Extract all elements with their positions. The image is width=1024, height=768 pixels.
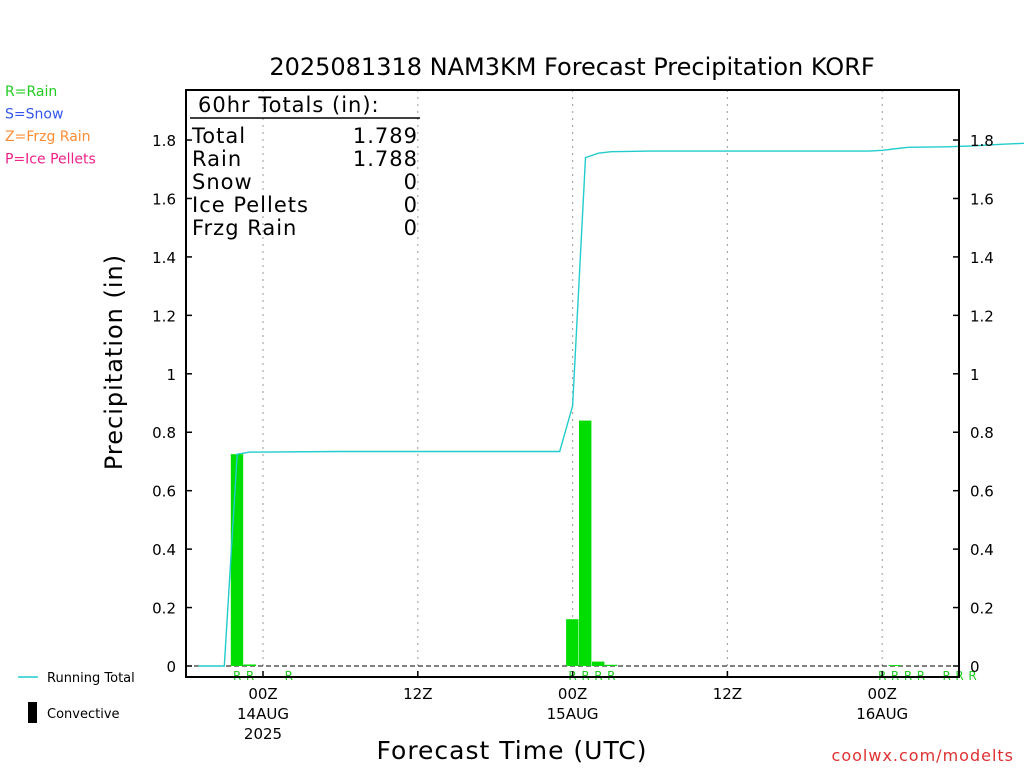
ptype-legend: R=Rain S=Snow Z=Frzg Rain P=Ice Pellets xyxy=(5,84,96,168)
totals-row-label: Snow xyxy=(192,170,253,194)
precip-bar xyxy=(243,664,257,666)
x-tick-date: 15AUG xyxy=(547,705,599,723)
y-tick-label-right: 0.2 xyxy=(970,600,994,618)
y-axis-ticks: 0 00.2 0.20.4 0.40.6 0.60.8 0.81 11.2 1.21.4 1.4… xyxy=(152,132,994,676)
y-tick-label-right: 0.8 xyxy=(970,424,994,442)
totals-row-value: 0 xyxy=(404,193,418,217)
y-tick-label-right: 0 xyxy=(970,658,980,676)
y-tick-label-right: 1.6 xyxy=(970,190,994,208)
y-tick-label-left: 0.8 xyxy=(152,424,176,442)
y-tick-label-left: 0 xyxy=(166,658,176,676)
convective-legend-label: Convective xyxy=(47,707,120,722)
precip-bar xyxy=(592,661,605,666)
x-tick-label: 12Z xyxy=(403,685,432,703)
y-tick-label-left: 1.2 xyxy=(152,307,176,325)
totals-row-label: Total xyxy=(191,124,246,148)
totals-row-label: Ice Pellets xyxy=(192,193,309,217)
ptype-legend-item: Z=Frzg Rain xyxy=(5,129,91,145)
chart-title: 2025081318 NAM3KM Forecast Precipitation… xyxy=(269,53,874,81)
ptype-legend-item: P=Ice Pellets xyxy=(5,152,96,168)
totals-header: 60hr Totals (in): xyxy=(198,93,380,117)
y-tick-label-left: 0.4 xyxy=(152,541,176,559)
precip-bar xyxy=(230,454,244,666)
convective-swatch xyxy=(28,702,37,723)
precip-bar xyxy=(888,665,901,666)
y-tick-label-left: 1.4 xyxy=(152,249,176,267)
running-total-line xyxy=(198,142,1024,667)
x-tick-label: 12Z xyxy=(713,685,742,703)
x-tick-date: 16AUG xyxy=(856,705,908,723)
totals-row-value: 1.789 xyxy=(353,124,418,148)
y-tick-label-left: 1.8 xyxy=(152,132,176,150)
y-tick-label-left: 0.2 xyxy=(152,600,176,618)
y-axis-label: Precipitation (in) xyxy=(100,254,128,470)
y-tick-label-right: 0.4 xyxy=(970,541,994,559)
totals-row-value: 0 xyxy=(404,216,418,240)
totals-box: 60hr Totals (in): Total 1.789 Rain 1.788 Sno… xyxy=(190,93,420,240)
ptype-legend-item: R=Rain xyxy=(5,84,57,100)
totals-row-value: 1.788 xyxy=(353,147,418,171)
precip-bar xyxy=(566,619,579,666)
x-tick-date: 14AUG xyxy=(237,705,289,723)
y-tick-label-right: 1.2 xyxy=(970,307,994,325)
precip-bar xyxy=(604,664,618,666)
totals-row-label: Frzg Rain xyxy=(192,216,297,240)
grid-lines xyxy=(186,90,959,677)
bars-layer xyxy=(230,420,901,666)
x-tick-year: 2025 xyxy=(244,725,282,743)
x-axis-ticks: 00Z 14AUG 2025 12Z 00Z 15AUG 12Z 00Z 16AUG xyxy=(237,671,908,743)
ptype-legend-item: S=Snow xyxy=(5,107,63,123)
y-tick-label-left: 1 xyxy=(166,366,176,384)
y-tick-label-right: 1 xyxy=(970,366,980,384)
totals-row-label: Rain xyxy=(192,147,242,171)
running-total-legend-label: Running Total xyxy=(47,671,135,686)
running-total-layer xyxy=(198,142,1024,667)
x-tick-label: 00Z xyxy=(558,685,587,703)
x-tick-label: 00Z xyxy=(248,685,277,703)
y-tick-label-right: 0.6 xyxy=(970,483,994,501)
credit-text: coolwx.com/modelts xyxy=(832,746,1014,765)
bottom-legend: Running Total Convective xyxy=(18,671,135,723)
precip-bar xyxy=(579,420,592,666)
ptype-marker: R xyxy=(968,669,976,683)
x-axis-label: Forecast Time (UTC) xyxy=(377,736,648,765)
x-tick-label: 00Z xyxy=(868,685,897,703)
y-tick-label-right: 1.8 xyxy=(970,132,994,150)
y-tick-label-right: 1.4 xyxy=(970,249,994,267)
y-tick-label-left: 0.6 xyxy=(152,483,176,501)
totals-row-value: 0 xyxy=(404,170,418,194)
y-tick-label-left: 1.6 xyxy=(152,190,176,208)
